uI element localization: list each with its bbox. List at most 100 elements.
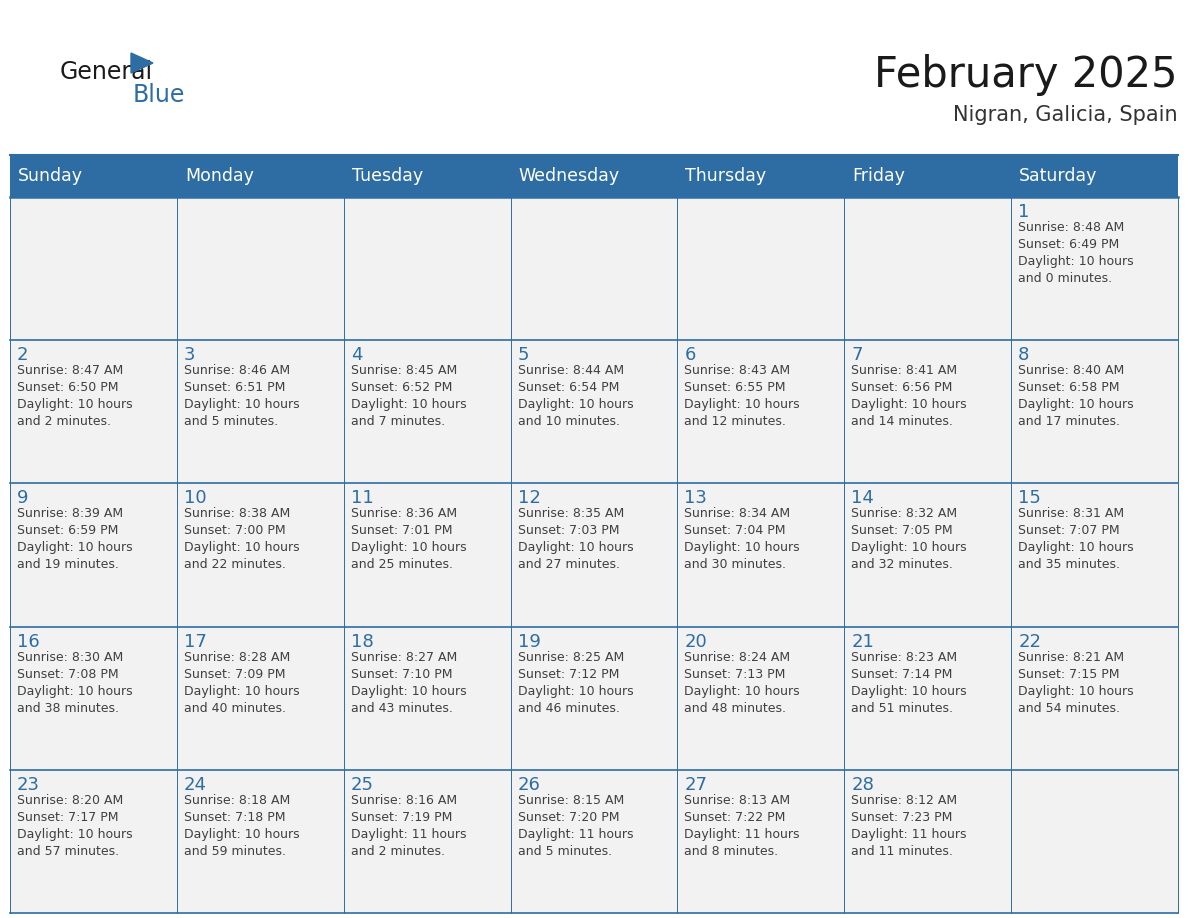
- Text: and 46 minutes.: and 46 minutes.: [518, 701, 619, 714]
- Text: Sunrise: 8:35 AM: Sunrise: 8:35 AM: [518, 508, 624, 521]
- Text: Saturday: Saturday: [1019, 167, 1098, 185]
- Bar: [677, 627, 845, 770]
- Text: Sunset: 7:08 PM: Sunset: 7:08 PM: [17, 667, 119, 680]
- Text: Sunrise: 8:45 AM: Sunrise: 8:45 AM: [350, 364, 457, 377]
- Bar: [10, 484, 177, 627]
- Text: Sunrise: 8:46 AM: Sunrise: 8:46 AM: [184, 364, 290, 377]
- Text: Sunrise: 8:27 AM: Sunrise: 8:27 AM: [350, 651, 457, 664]
- Text: 28: 28: [852, 776, 874, 794]
- Text: Sunset: 7:07 PM: Sunset: 7:07 PM: [1018, 524, 1120, 537]
- Text: Blue: Blue: [133, 83, 185, 107]
- Bar: [677, 341, 845, 484]
- Text: and 38 minutes.: and 38 minutes.: [17, 701, 119, 714]
- Text: and 11 minutes.: and 11 minutes.: [852, 845, 953, 857]
- Bar: [10, 770, 177, 913]
- Text: and 8 minutes.: and 8 minutes.: [684, 845, 778, 857]
- Text: Friday: Friday: [852, 167, 905, 185]
- Bar: [177, 770, 343, 913]
- Text: Daylight: 10 hours: Daylight: 10 hours: [17, 542, 133, 554]
- Text: Sunset: 7:04 PM: Sunset: 7:04 PM: [684, 524, 786, 537]
- Bar: [1011, 341, 1178, 484]
- Text: 16: 16: [17, 633, 39, 651]
- Text: Daylight: 11 hours: Daylight: 11 hours: [684, 828, 800, 841]
- Bar: [677, 484, 845, 627]
- Text: Daylight: 10 hours: Daylight: 10 hours: [350, 398, 467, 411]
- Text: and 25 minutes.: and 25 minutes.: [350, 558, 453, 571]
- Text: Sunrise: 8:13 AM: Sunrise: 8:13 AM: [684, 794, 790, 807]
- Text: Sunrise: 8:28 AM: Sunrise: 8:28 AM: [184, 651, 290, 664]
- Text: and 22 minutes.: and 22 minutes.: [184, 558, 286, 571]
- Bar: [343, 341, 511, 484]
- Text: Sunrise: 8:41 AM: Sunrise: 8:41 AM: [852, 364, 958, 377]
- Text: Sunset: 7:09 PM: Sunset: 7:09 PM: [184, 667, 285, 680]
- Text: and 2 minutes.: and 2 minutes.: [17, 415, 110, 428]
- Bar: [177, 341, 343, 484]
- Text: Daylight: 10 hours: Daylight: 10 hours: [852, 685, 967, 698]
- Bar: [343, 627, 511, 770]
- Text: Sunset: 7:18 PM: Sunset: 7:18 PM: [184, 811, 285, 823]
- Text: and 27 minutes.: and 27 minutes.: [518, 558, 620, 571]
- Text: Sunset: 7:12 PM: Sunset: 7:12 PM: [518, 667, 619, 680]
- Text: and 48 minutes.: and 48 minutes.: [684, 701, 786, 714]
- Text: Sunrise: 8:48 AM: Sunrise: 8:48 AM: [1018, 221, 1124, 234]
- Text: Sunset: 7:03 PM: Sunset: 7:03 PM: [518, 524, 619, 537]
- Text: Tuesday: Tuesday: [352, 167, 423, 185]
- Text: Sunrise: 8:44 AM: Sunrise: 8:44 AM: [518, 364, 624, 377]
- Bar: [343, 770, 511, 913]
- Text: Sunrise: 8:24 AM: Sunrise: 8:24 AM: [684, 651, 790, 664]
- Text: and 14 minutes.: and 14 minutes.: [852, 415, 953, 428]
- Text: Daylight: 11 hours: Daylight: 11 hours: [518, 828, 633, 841]
- Text: and 17 minutes.: and 17 minutes.: [1018, 415, 1120, 428]
- Text: Sunrise: 8:30 AM: Sunrise: 8:30 AM: [17, 651, 124, 664]
- Bar: [511, 627, 677, 770]
- Text: Daylight: 10 hours: Daylight: 10 hours: [1018, 685, 1133, 698]
- Text: Wednesday: Wednesday: [519, 167, 620, 185]
- Text: Daylight: 10 hours: Daylight: 10 hours: [684, 685, 800, 698]
- Bar: [511, 484, 677, 627]
- Bar: [845, 770, 1011, 913]
- Bar: [177, 197, 343, 341]
- Text: 2: 2: [17, 346, 29, 364]
- Text: and 57 minutes.: and 57 minutes.: [17, 845, 119, 857]
- Text: 1: 1: [1018, 203, 1030, 221]
- Text: and 30 minutes.: and 30 minutes.: [684, 558, 786, 571]
- Text: Sunset: 7:17 PM: Sunset: 7:17 PM: [17, 811, 119, 823]
- Text: Thursday: Thursday: [685, 167, 766, 185]
- Text: and 54 minutes.: and 54 minutes.: [1018, 701, 1120, 714]
- Text: Sunrise: 8:47 AM: Sunrise: 8:47 AM: [17, 364, 124, 377]
- Text: Sunset: 6:54 PM: Sunset: 6:54 PM: [518, 381, 619, 394]
- Text: Sunrise: 8:34 AM: Sunrise: 8:34 AM: [684, 508, 790, 521]
- Bar: [511, 341, 677, 484]
- Text: Daylight: 10 hours: Daylight: 10 hours: [184, 542, 299, 554]
- Text: 26: 26: [518, 776, 541, 794]
- Text: Daylight: 10 hours: Daylight: 10 hours: [17, 398, 133, 411]
- Bar: [10, 627, 177, 770]
- Text: 9: 9: [17, 489, 29, 508]
- Bar: [677, 197, 845, 341]
- Text: and 12 minutes.: and 12 minutes.: [684, 415, 786, 428]
- Text: 3: 3: [184, 346, 195, 364]
- Text: Sunset: 6:51 PM: Sunset: 6:51 PM: [184, 381, 285, 394]
- Text: 14: 14: [852, 489, 874, 508]
- Text: Sunset: 6:58 PM: Sunset: 6:58 PM: [1018, 381, 1119, 394]
- Text: Daylight: 10 hours: Daylight: 10 hours: [684, 398, 800, 411]
- Text: Daylight: 10 hours: Daylight: 10 hours: [852, 398, 967, 411]
- Bar: [1011, 627, 1178, 770]
- Text: Sunset: 7:22 PM: Sunset: 7:22 PM: [684, 811, 785, 823]
- Text: Daylight: 10 hours: Daylight: 10 hours: [350, 685, 467, 698]
- Bar: [343, 484, 511, 627]
- Text: 4: 4: [350, 346, 362, 364]
- Text: Sunset: 7:14 PM: Sunset: 7:14 PM: [852, 667, 953, 680]
- Bar: [177, 627, 343, 770]
- Text: 17: 17: [184, 633, 207, 651]
- Text: General: General: [61, 60, 153, 84]
- Text: Sunset: 6:55 PM: Sunset: 6:55 PM: [684, 381, 786, 394]
- Text: Daylight: 10 hours: Daylight: 10 hours: [17, 828, 133, 841]
- Text: 24: 24: [184, 776, 207, 794]
- Text: Sunset: 7:20 PM: Sunset: 7:20 PM: [518, 811, 619, 823]
- Text: and 2 minutes.: and 2 minutes.: [350, 845, 444, 857]
- Bar: [511, 197, 677, 341]
- Text: 21: 21: [852, 633, 874, 651]
- Text: and 0 minutes.: and 0 minutes.: [1018, 272, 1112, 285]
- Text: Daylight: 10 hours: Daylight: 10 hours: [518, 398, 633, 411]
